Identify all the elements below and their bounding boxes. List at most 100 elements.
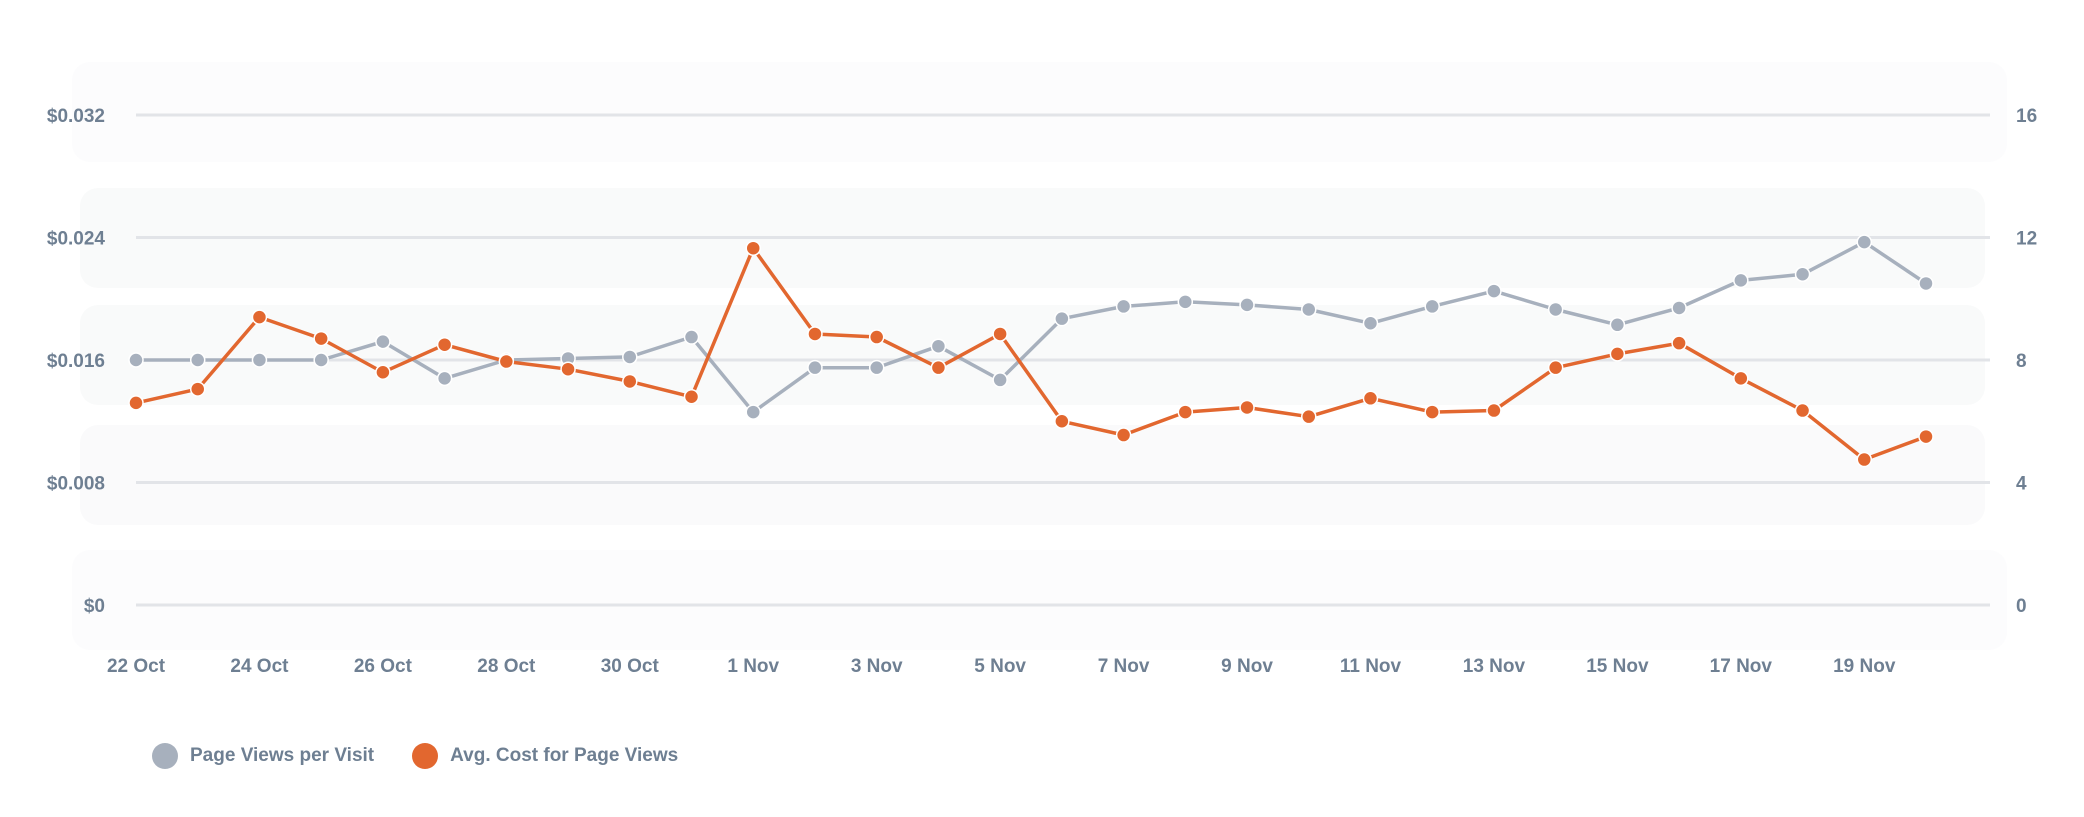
x-axis-tick-label: 19 Nov bbox=[1833, 656, 1896, 677]
y-axis-left-tick-label: $0.008 bbox=[47, 474, 105, 495]
x-axis-tick-label: 22 Oct bbox=[107, 656, 166, 677]
data-point bbox=[375, 364, 391, 380]
data-point bbox=[1609, 346, 1626, 362]
x-axis-tick-label: 17 Nov bbox=[1710, 656, 1773, 677]
data-point bbox=[1671, 300, 1687, 316]
data-point bbox=[622, 373, 638, 390]
y-axis-right-tick-label: 12 bbox=[2016, 229, 2037, 250]
series-line bbox=[136, 240, 1927, 414]
x-axis-tick-label: 26 Oct bbox=[354, 656, 413, 677]
data-point bbox=[189, 352, 206, 368]
x-axis-tick-label: 15 Nov bbox=[1586, 656, 1649, 677]
data-point bbox=[1054, 310, 1070, 327]
background-band bbox=[72, 62, 2007, 162]
data-point bbox=[560, 361, 576, 377]
data-point bbox=[1239, 399, 1255, 416]
data-point bbox=[1486, 402, 1502, 419]
data-point bbox=[868, 359, 885, 376]
legend-item-avg-cost-for-page-views[interactable]: Avg. Cost for Page Views bbox=[412, 743, 678, 769]
data-point bbox=[128, 395, 144, 411]
legend-swatch-page-views-per-visit bbox=[152, 743, 178, 769]
data-point bbox=[930, 359, 947, 376]
x-axis-tick-label: 24 Oct bbox=[230, 656, 289, 677]
legend: Page Views per Visit Avg. Cost for Page … bbox=[152, 743, 678, 769]
data-point bbox=[1301, 408, 1317, 425]
data-point bbox=[683, 329, 700, 345]
data-point bbox=[1918, 275, 1934, 292]
data-point bbox=[436, 370, 453, 387]
data-point bbox=[1671, 335, 1687, 351]
data-point bbox=[1856, 234, 1873, 250]
x-axis-tick-label: 5 Nov bbox=[974, 656, 1026, 677]
data-point bbox=[1547, 301, 1564, 318]
data-point bbox=[622, 349, 638, 365]
data-point bbox=[1733, 272, 1749, 289]
data-point bbox=[868, 329, 885, 345]
x-axis-tick-label: 1 Nov bbox=[727, 656, 779, 677]
data-point bbox=[1362, 390, 1379, 407]
data-point bbox=[1424, 404, 1440, 420]
data-point bbox=[313, 352, 329, 368]
data-point bbox=[498, 353, 515, 370]
data-point bbox=[1794, 402, 1811, 419]
background-band bbox=[72, 550, 2007, 650]
data-point bbox=[189, 381, 206, 397]
data-point bbox=[1609, 317, 1626, 333]
y-axis-left-tick-label: $0.016 bbox=[47, 351, 105, 372]
gridlines: $0 0 $0.008 4 $0.016 8 $0.024 12 $0.032 16 bbox=[47, 106, 2037, 617]
data-point bbox=[375, 333, 391, 350]
series-page-views-per-visit bbox=[128, 234, 1934, 420]
x-axis-tick-label: 30 Oct bbox=[601, 656, 660, 677]
y-axis-right-tick-label: 16 bbox=[2016, 106, 2037, 127]
legend-swatch-avg-cost-for-page-views bbox=[412, 743, 439, 769]
y-axis-left-tick-label: $0.032 bbox=[47, 106, 105, 127]
x-axis-tick-label: 3 Nov bbox=[851, 656, 903, 677]
data-point bbox=[807, 326, 823, 342]
x-axis: 22 Oct 24 Oct 26 Oct 28 Oct 30 Oct 1 Nov 3 Nov… bbox=[107, 656, 1896, 677]
y-axis-right-tick-label: 8 bbox=[2016, 351, 2027, 372]
data-point bbox=[1177, 404, 1194, 420]
x-axis-tick-label: 9 Nov bbox=[1221, 656, 1273, 677]
legend-item-page-views-per-visit[interactable]: Page Views per Visit bbox=[152, 743, 374, 769]
x-axis-tick-label: 7 Nov bbox=[1098, 656, 1150, 677]
data-point bbox=[1794, 266, 1811, 282]
legend-label: Avg. Cost for Page Views bbox=[450, 745, 679, 766]
series-avg-cost-for-page-views bbox=[128, 240, 1934, 468]
data-point bbox=[992, 326, 1008, 342]
data-point bbox=[992, 372, 1008, 388]
plot-background bbox=[72, 62, 2007, 650]
background-band bbox=[80, 425, 1985, 525]
y-axis-right-tick-label: 4 bbox=[2016, 474, 2027, 495]
x-axis-tick-label: 11 Nov bbox=[1340, 656, 1402, 677]
data-point bbox=[1362, 315, 1379, 331]
data-point bbox=[683, 389, 700, 405]
data-point bbox=[807, 359, 823, 376]
data-point bbox=[251, 352, 268, 368]
data-point bbox=[1177, 294, 1194, 310]
y-axis-left-tick-label: $0.024 bbox=[47, 229, 106, 250]
y-axis-right-tick-label: 0 bbox=[2016, 596, 2027, 617]
data-point bbox=[1054, 413, 1070, 429]
y-axis-left-tick-label: $0 bbox=[84, 596, 105, 617]
data-point bbox=[745, 240, 761, 256]
data-point bbox=[1115, 427, 1132, 443]
data-point bbox=[313, 330, 329, 347]
background-band bbox=[80, 305, 1985, 405]
data-point bbox=[1733, 370, 1749, 387]
data-point bbox=[1486, 283, 1502, 299]
legend-label: Page Views per Visit bbox=[190, 745, 375, 766]
data-point bbox=[1424, 298, 1440, 315]
data-point bbox=[745, 404, 761, 420]
series-line bbox=[135, 246, 1927, 462]
data-point bbox=[1547, 359, 1564, 376]
data-point bbox=[1239, 297, 1255, 313]
data-point bbox=[251, 309, 268, 325]
x-axis-tick-label: 13 Nov bbox=[1463, 656, 1526, 677]
data-point bbox=[1115, 298, 1132, 315]
data-point bbox=[128, 352, 144, 368]
data-point bbox=[1856, 451, 1873, 468]
data-point bbox=[436, 336, 453, 353]
data-point bbox=[1301, 301, 1317, 318]
